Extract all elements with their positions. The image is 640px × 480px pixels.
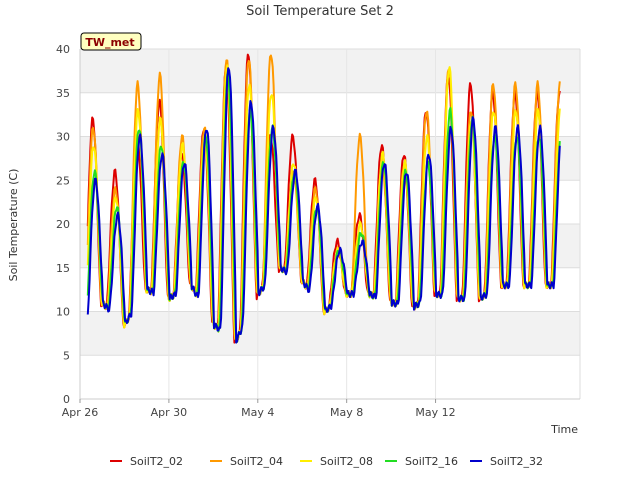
legend-label: SoilT2_02 xyxy=(130,455,183,468)
legend-item-soilt2-16: SoilT2_16 xyxy=(385,455,458,468)
y-tick-label: 35 xyxy=(56,87,70,100)
legend-label: SoilT2_16 xyxy=(405,455,458,468)
tw-met-label: TW_met xyxy=(85,36,134,49)
x-tick-label: May 8 xyxy=(330,406,363,419)
x-axis-ticks: Apr 26 Apr 30 May 4 May 8 May 12 xyxy=(62,399,456,419)
grid-band xyxy=(80,311,580,356)
grid-band xyxy=(80,49,580,93)
y-tick-label: 25 xyxy=(56,174,70,187)
legend-label: SoilT2_04 xyxy=(230,455,283,468)
legend-label: SoilT2_32 xyxy=(490,455,543,468)
series-layer xyxy=(86,53,561,344)
legend-item-soilt2-32: SoilT2_32 xyxy=(470,455,543,468)
y-tick-label: 5 xyxy=(63,349,70,362)
y-tick-label: 0 xyxy=(63,393,70,406)
grid-band xyxy=(80,224,580,268)
series-line-soilt2-32 xyxy=(86,67,561,344)
tw-met-badge: TW_met xyxy=(80,32,142,51)
x-tick-label: Apr 30 xyxy=(151,406,188,419)
y-tick-label: 40 xyxy=(56,43,70,56)
y-axis-ticks: 0 5 10 15 20 25 30 35 40 xyxy=(56,43,70,406)
legend-item-soilt2-04: SoilT2_04 xyxy=(210,455,283,468)
y-tick-label: 20 xyxy=(56,218,70,231)
x-axis-title: Time xyxy=(550,423,578,436)
legend-item-soilt2-08: SoilT2_08 xyxy=(300,455,373,468)
y-tick-label: 30 xyxy=(56,131,70,144)
x-tick-label: May 12 xyxy=(415,406,455,419)
x-tick-label: May 4 xyxy=(241,406,274,419)
legend-label: SoilT2_08 xyxy=(320,455,373,468)
legend-item-soilt2-02: SoilT2_02 xyxy=(110,455,183,468)
y-tick-label: 10 xyxy=(56,306,70,319)
y-tick-label: 15 xyxy=(56,262,70,275)
x-tick-label: Apr 26 xyxy=(62,406,99,419)
y-axis-title: Soil Temperature (C) xyxy=(7,169,20,282)
chart-title: Soil Temperature Set 2 xyxy=(246,4,394,19)
legend: SoilT2_02 SoilT2_04 SoilT2_08 SoilT2_16 Soil… xyxy=(110,455,543,468)
